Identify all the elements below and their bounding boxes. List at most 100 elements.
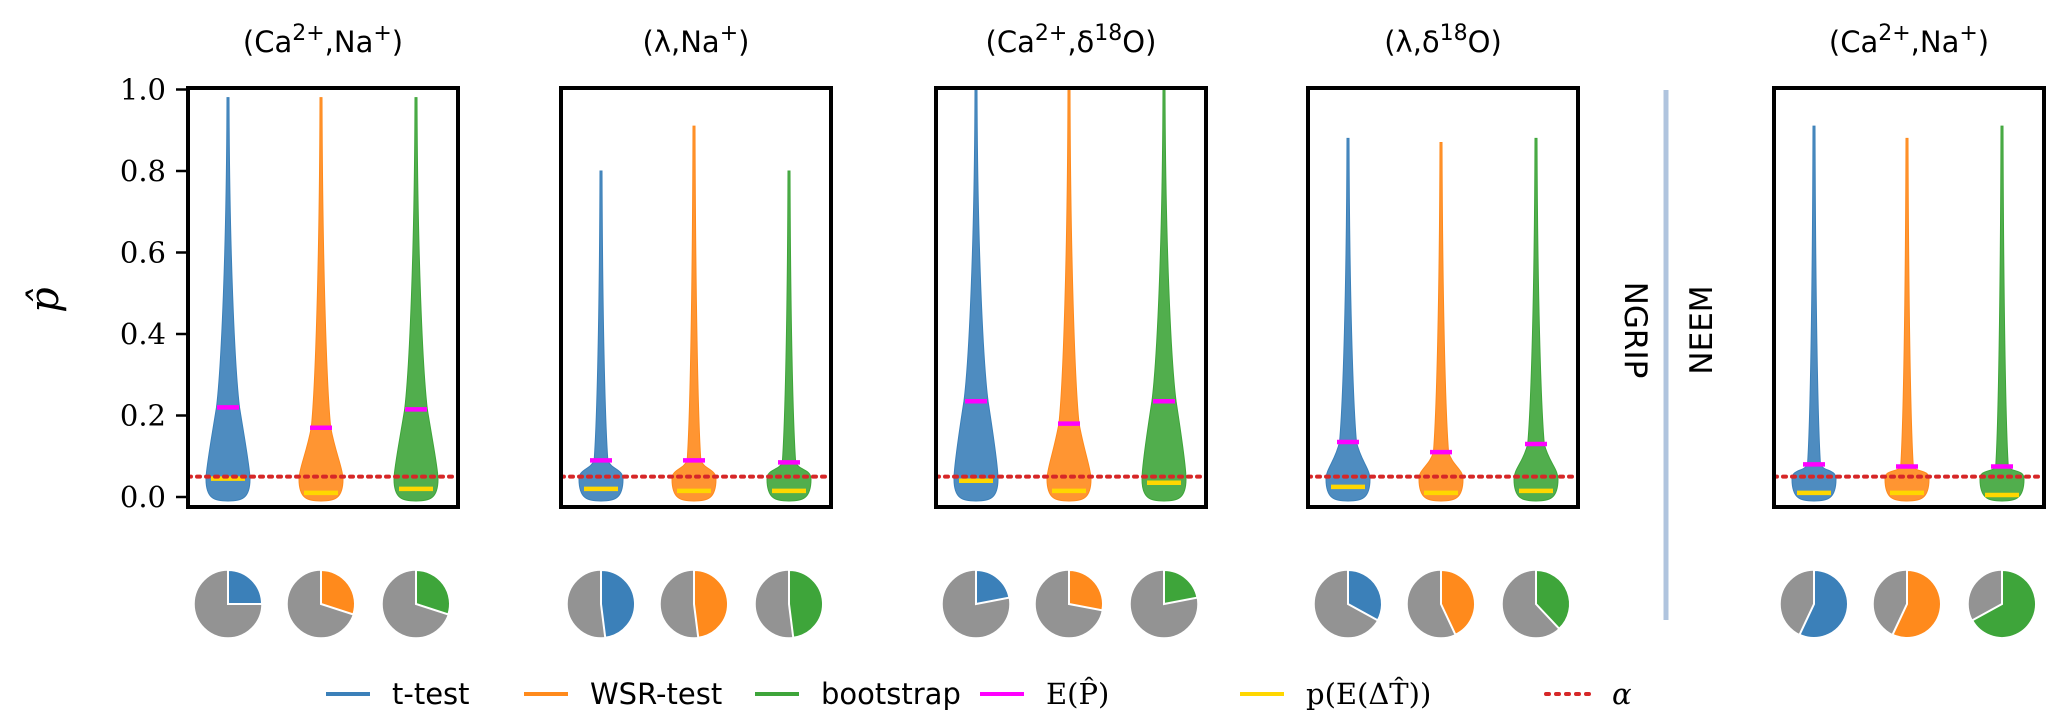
legend-label: α	[1612, 677, 1632, 711]
panel-frame	[934, 86, 1208, 509]
panel-title-superscript: +	[720, 21, 738, 46]
legend-item: p(E(ΔT̂))	[1240, 677, 1431, 711]
pie-slice-wsrtest	[320, 568, 356, 616]
panel-title-part: (Ca	[1829, 25, 1878, 59]
group-label-ngrip: NGRIP	[1617, 282, 1653, 379]
violin-bootstrap	[1141, 89, 1187, 502]
legend-label: bootstrap	[821, 677, 961, 711]
panel-1: (Ca2+,Na+)	[186, 21, 460, 509]
pie-slice-bootstrap	[1535, 568, 1571, 631]
panel-frame	[559, 86, 833, 509]
panel-title-part: (Ca	[986, 25, 1035, 59]
legend-item: E(P̂)	[980, 677, 1109, 711]
y-tick-label: 0.0	[120, 480, 166, 514]
panel-title-part: ,Na	[671, 25, 720, 59]
y-tick-label: 1.0	[120, 73, 166, 107]
panel-title-superscript: 18	[1440, 21, 1468, 46]
pie-chart	[1034, 568, 1104, 639]
violin-wsrtest	[298, 97, 344, 502]
violin-ttest	[578, 170, 624, 502]
pie-slice-ttest	[975, 568, 1011, 606]
pie-chart	[1967, 568, 2037, 639]
pie-slice-ttest	[1347, 568, 1383, 622]
y-tick-label: 0.4	[120, 317, 166, 351]
legend-item: α	[1544, 677, 1632, 711]
group-label-neem: NEEM	[1684, 285, 1720, 374]
panel-title-part: (λ	[1384, 25, 1412, 59]
panel-title: (λ,δ18O)	[1384, 21, 1502, 59]
panel-5: (Ca2+,Na+)	[1772, 21, 2046, 509]
panel-frame	[1772, 86, 2046, 509]
pie-chart	[1779, 568, 1849, 639]
panel-title-part: O)	[1122, 25, 1156, 59]
pie-chart	[381, 568, 451, 639]
pie-chart	[1406, 568, 1477, 639]
panel-title-part: (Ca	[243, 25, 292, 59]
y-tick-label: 0.8	[120, 154, 166, 188]
panel-title-superscript: 2+	[1878, 21, 1910, 46]
pie-slice-bootstrap	[788, 568, 824, 639]
violin-wsrtest	[1884, 137, 1930, 502]
panel-title-part: )	[392, 25, 403, 59]
panel-title: (Ca2+,Na+)	[1829, 21, 1989, 59]
y-axis-label: p̂	[22, 287, 68, 313]
violin-bootstrap	[1513, 137, 1559, 502]
panel-title-superscript: 18	[1094, 21, 1122, 46]
violin-bootstrap	[766, 170, 812, 502]
pie-chart	[1872, 568, 1942, 639]
panel-frame	[186, 86, 460, 509]
panel-title-part: ,δ	[1067, 25, 1094, 59]
pie-chart	[566, 568, 636, 639]
pie-slice-ttest	[227, 568, 264, 605]
pie-chart	[1313, 568, 1383, 639]
violin-wsrtest	[1418, 141, 1464, 502]
pie-chart	[193, 568, 264, 639]
legend-item: WSR-test	[524, 677, 722, 711]
pie-slice-wsrtest	[693, 568, 729, 639]
pie-slice-wsrtest	[1068, 568, 1104, 612]
pie-slice-wsrtest	[1891, 568, 1942, 639]
pie-slice-ttest	[1798, 568, 1849, 639]
y-tick-label: 0.6	[120, 236, 166, 270]
pie-chart	[754, 568, 824, 639]
pie-slice-wsrtest	[1440, 568, 1477, 637]
panel-title-part: )	[1978, 25, 1989, 59]
pie-chart	[1501, 568, 1571, 639]
panel-title-part: ,Na	[325, 25, 374, 59]
panel-title-superscript: +	[1959, 21, 1977, 46]
panel-title: (Ca2+,Na+)	[243, 21, 403, 59]
pie-slice-bootstrap	[1163, 568, 1199, 606]
panel-title: (Ca2+,δ18O)	[986, 21, 1157, 59]
panel-title-part: O)	[1468, 25, 1502, 59]
panel-title-part: ,Na	[1911, 25, 1960, 59]
violin-ttest	[1791, 125, 1837, 502]
panel-title-part: ,δ	[1413, 25, 1440, 59]
y-tick-label: 0.2	[120, 399, 166, 433]
legend-label: p(E(ΔT̂))	[1306, 677, 1431, 711]
panel-title-superscript: +	[373, 21, 391, 46]
panel-4: (λ,δ18O)	[1306, 21, 1580, 509]
pie-slice-ttest	[600, 568, 636, 639]
legend-label: t-test	[392, 677, 470, 711]
pie-chart	[286, 568, 356, 639]
pie-chart	[941, 568, 1011, 639]
violin-wsrtest	[1046, 89, 1092, 502]
panel-title-superscript: 2+	[292, 21, 324, 46]
violin-ttest	[953, 89, 999, 502]
violin-bootstrap	[1979, 125, 2025, 502]
pie-slice-bootstrap	[415, 568, 451, 616]
panel-title-superscript: 2+	[1035, 21, 1067, 46]
violin-bootstrap	[393, 97, 439, 502]
legend-item: t-test	[326, 677, 470, 711]
pie-slice-bootstrap	[1970, 568, 2037, 639]
legend-label: WSR-test	[590, 677, 722, 711]
panel-title-part: (λ	[643, 25, 671, 59]
violin-wsrtest	[671, 125, 717, 502]
legend-item: bootstrap	[755, 677, 961, 711]
pie-chart	[1129, 568, 1199, 639]
panel-2: (λ,Na+)	[559, 21, 833, 509]
pie-chart	[659, 568, 729, 639]
panel-title-part: )	[738, 25, 749, 59]
panel-title: (λ,Na+)	[643, 21, 750, 59]
